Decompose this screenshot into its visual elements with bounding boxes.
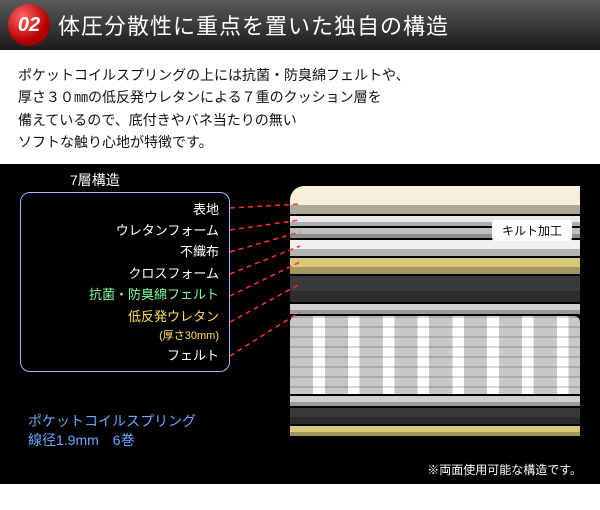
layer-label-crossfoam: クロスフォーム (31, 263, 219, 284)
layer-label-felt: フェルト (31, 345, 219, 366)
slab-crossfoam (290, 240, 580, 256)
layer-label-surface: 表地 (31, 199, 219, 220)
description-text: ポケットコイルスプリングの上には抗菌・防臭綿フェルトや、 厚さ３０㎜の低反発ウレ… (0, 50, 600, 164)
spring-spec-label: ポケットコイルスプリング 線径1.9mm 6巻 (28, 412, 196, 451)
slab-antibac-felt (290, 258, 580, 274)
slab-pocket-coil-springs (290, 316, 580, 394)
slab-surface (290, 186, 580, 214)
section-title: 体圧分散性に重点を置いた独自の構造 (58, 9, 449, 41)
layers-heading: 7層構造 (70, 170, 120, 190)
layer-labels-box: 表地 ウレタンフォーム 不織布 クロスフォーム 抗菌・防臭綿フェルト 低反発ウレ… (20, 192, 230, 372)
layer-label-memory-foam-text: 低反発ウレタン (128, 309, 219, 324)
section-number-badge: 02 (8, 4, 50, 46)
layer-label-antibac-felt: 抗菌・防臭綿フェルト (31, 284, 219, 305)
mattress-cross-section-diagram: 7層構造 表地 ウレタンフォーム 不織布 クロスフォーム 抗菌・防臭綿フェルト … (0, 164, 600, 484)
quilt-processing-label: キルト加工 (492, 220, 572, 241)
layer-label-nonwoven: 不織布 (31, 241, 219, 262)
slab-felt (290, 304, 580, 314)
layer-label-memory-foam-sub: (厚さ30mm) (31, 327, 219, 345)
slab-memory-foam (290, 276, 580, 302)
reversible-footnote: ※両面使用可能な構造です。 (427, 461, 582, 478)
layer-label-urethane: ウレタンフォーム (31, 220, 219, 241)
slab-antibac-felt-bottom (290, 426, 580, 436)
slab-memory-foam-bottom (290, 408, 580, 424)
slab-felt-bottom (290, 396, 580, 406)
layer-label-memory-foam: 低反発ウレタン (厚さ30mm) (31, 306, 219, 346)
section-header: 02 体圧分散性に重点を置いた独自の構造 (0, 0, 600, 50)
